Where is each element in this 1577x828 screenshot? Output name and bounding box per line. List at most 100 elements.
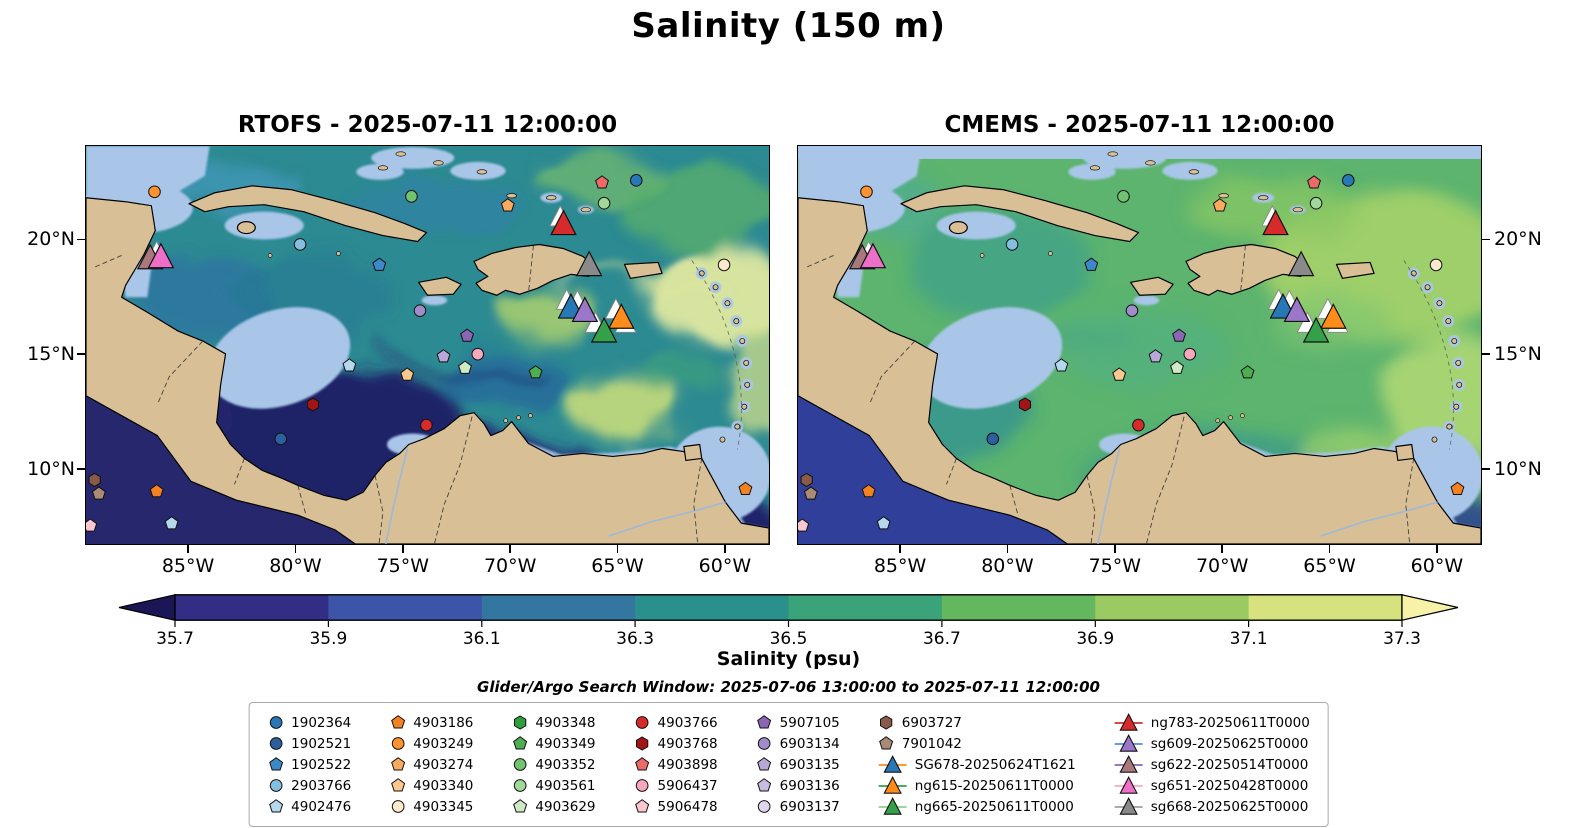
lat-tick-label: 10°N	[1494, 458, 1542, 481]
legend-item-label: sg622-20250514T0000	[1150, 756, 1309, 773]
legend-item-label: SG678-20250624T1621	[914, 756, 1076, 773]
pentagon-marker-icon	[389, 714, 406, 731]
legend-item-label: 4903274	[413, 756, 474, 773]
legend-item-label: sg609-20250625T0000	[1150, 735, 1309, 752]
lon-tick-mark	[402, 545, 404, 553]
lon-tick-mark	[1328, 545, 1331, 553]
lon-tick-label: 65°W	[1303, 555, 1356, 577]
triangle-marker-icon	[878, 775, 908, 796]
map-marker-1902364	[1341, 174, 1355, 187]
legend-item-label: 2903766	[291, 777, 352, 794]
map-marker-4903768	[306, 397, 320, 412]
legend-item-5906478: 5906478	[634, 796, 718, 817]
legend-item-label: sg668-20250625T0000	[1150, 798, 1309, 815]
map-marker-4903349	[1240, 365, 1255, 379]
pentagon-marker-icon	[634, 798, 651, 815]
search-window-text: Glider/Argo Search Window: 2025-07-06 13…	[477, 678, 1100, 696]
circle-marker-icon	[756, 798, 773, 815]
legend-item-label: 4903352	[535, 756, 596, 773]
legend-item-sg651-20250428T0000: sg651-20250428T0000	[1114, 775, 1310, 796]
legend-item-label: 4903629	[535, 798, 596, 815]
legend-item-4903768: 4903768	[634, 733, 718, 754]
legend-item-label: 4903768	[657, 735, 718, 752]
pentagon-marker-icon	[267, 756, 284, 773]
legend-item-4903345: 4903345	[389, 796, 473, 817]
map-marker-1902521	[274, 432, 288, 446]
circle-marker-icon	[756, 735, 773, 752]
circle-marker-icon	[634, 714, 651, 731]
legend-item-4903352: 4903352	[511, 754, 596, 775]
legend-item-label: ng615-20250611T0000	[914, 777, 1074, 794]
legend-item-ng665-20250611T0000: ng665-20250611T0000	[878, 796, 1076, 817]
legend-item-label: 4903561	[535, 777, 596, 794]
lon-tick-mark	[724, 545, 726, 553]
circle-marker-icon	[267, 735, 284, 752]
map-marker-4903186	[738, 481, 753, 496]
map-marker-ng665-20250611T0000	[590, 316, 618, 343]
land-central-south-america	[798, 197, 1481, 544]
legend-item-label: 5906437	[657, 777, 718, 794]
colorbar-tick-label: 36.5	[770, 629, 808, 649]
lat-tick-mark	[1482, 353, 1490, 355]
legend-item-label: 6903137	[779, 798, 840, 815]
legend-column: 4903766 4903768 4903898 5906437 5906478	[634, 712, 718, 817]
map-marker-sg651-20250428T0000	[859, 242, 887, 269]
legend-item-4903629: 4903629	[511, 796, 596, 817]
map-marker-4903186	[861, 484, 876, 498]
triangle-marker-icon	[878, 796, 908, 817]
pentagon-marker-icon	[389, 756, 406, 773]
pacific-ocean	[798, 395, 1068, 544]
lon-tick-label: 70°W	[483, 555, 537, 577]
legend-item-2903766: 2903766	[267, 775, 351, 796]
lon-tick-label: 75°W	[1088, 555, 1142, 577]
lat-tick-mark	[77, 468, 85, 470]
map-marker-6903135	[1148, 349, 1163, 363]
map-panel-cmems	[797, 145, 1482, 545]
pentagon-marker-icon	[634, 756, 651, 773]
map-marker-sg609-20250625T0000	[571, 296, 599, 323]
colorbar-tick-label: 37.1	[1230, 629, 1268, 649]
triangle-marker-icon	[1114, 733, 1144, 754]
map-marker-4903629	[458, 360, 472, 374]
map-marker-4903340	[400, 367, 415, 381]
land-jamaica	[1129, 276, 1174, 296]
legend-item-label: 6903134	[779, 735, 840, 752]
map-marker-sg668-20250625T0000	[1287, 250, 1315, 277]
colorbar-arrow-right	[1401, 594, 1459, 621]
legend-item-SG678-20250624T1621: SG678-20250624T1621	[878, 754, 1076, 775]
legend-item-1902521: 1902521	[267, 733, 351, 754]
lon-tick-label: 75°W	[376, 555, 430, 577]
legend-item-label: 4903349	[535, 735, 596, 752]
map-marker-4902476	[1054, 358, 1069, 372]
legend-item-4903186: 4903186	[389, 712, 473, 733]
lon-tick-label: 70°W	[1195, 555, 1249, 577]
map-marker-4903249	[148, 185, 161, 199]
legend-item-4903561: 4903561	[511, 775, 596, 796]
map-marker-ng783-20250611T0000	[550, 209, 577, 236]
map-svg	[798, 146, 1481, 544]
map-marker-4903349	[528, 365, 543, 379]
circle-marker-icon	[511, 756, 528, 773]
colorbar-arrow-left	[118, 594, 176, 621]
triangle-marker-icon	[1114, 796, 1144, 817]
land-trinidad	[1395, 443, 1415, 462]
lat-tick-label: 15°N	[27, 343, 75, 366]
lon-tick-label: 85°W	[161, 555, 215, 577]
legend-item-4903274: 4903274	[389, 754, 473, 775]
pentagon-marker-icon	[878, 735, 895, 752]
lat-tick-mark	[1482, 238, 1490, 240]
lat-tick-label: 20°N	[27, 228, 75, 251]
map-marker-7901042	[803, 486, 818, 500]
map-marker-4903766	[1132, 418, 1145, 432]
map-marker-4903561	[1309, 196, 1323, 210]
legend-item-label: ng783-20250611T0000	[1150, 714, 1310, 731]
legend-item-label: 4903340	[413, 777, 474, 794]
legend-item-6903136: 6903136	[756, 775, 840, 796]
map-marker-2903766	[293, 238, 307, 251]
map-marker-6903134	[413, 304, 427, 317]
legend-item-6903135: 6903135	[756, 754, 840, 775]
legend-item-4903349: 4903349	[511, 733, 596, 754]
legend-item-4903348: 4903348	[511, 712, 596, 733]
circle-marker-icon	[389, 735, 406, 752]
map-svg	[86, 146, 769, 544]
